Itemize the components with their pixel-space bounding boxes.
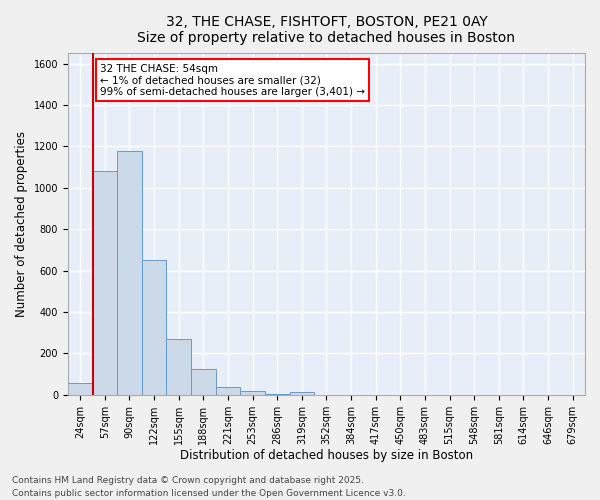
Bar bbox=[117, 150, 142, 395]
Text: Contains HM Land Registry data © Crown copyright and database right 2025.
Contai: Contains HM Land Registry data © Crown c… bbox=[12, 476, 406, 498]
Bar bbox=[240, 390, 265, 395]
Bar bbox=[68, 384, 92, 395]
Bar bbox=[265, 394, 290, 395]
Title: 32, THE CHASE, FISHTOFT, BOSTON, PE21 0AY
Size of property relative to detached : 32, THE CHASE, FISHTOFT, BOSTON, PE21 0A… bbox=[137, 15, 515, 45]
Bar bbox=[290, 392, 314, 395]
Bar bbox=[142, 260, 166, 395]
Bar bbox=[166, 339, 191, 395]
Bar bbox=[215, 386, 240, 395]
Y-axis label: Number of detached properties: Number of detached properties bbox=[15, 131, 28, 317]
Bar bbox=[191, 369, 215, 395]
Bar bbox=[92, 172, 117, 395]
X-axis label: Distribution of detached houses by size in Boston: Distribution of detached houses by size … bbox=[180, 450, 473, 462]
Text: 32 THE CHASE: 54sqm
← 1% of detached houses are smaller (32)
99% of semi-detache: 32 THE CHASE: 54sqm ← 1% of detached hou… bbox=[100, 64, 365, 97]
